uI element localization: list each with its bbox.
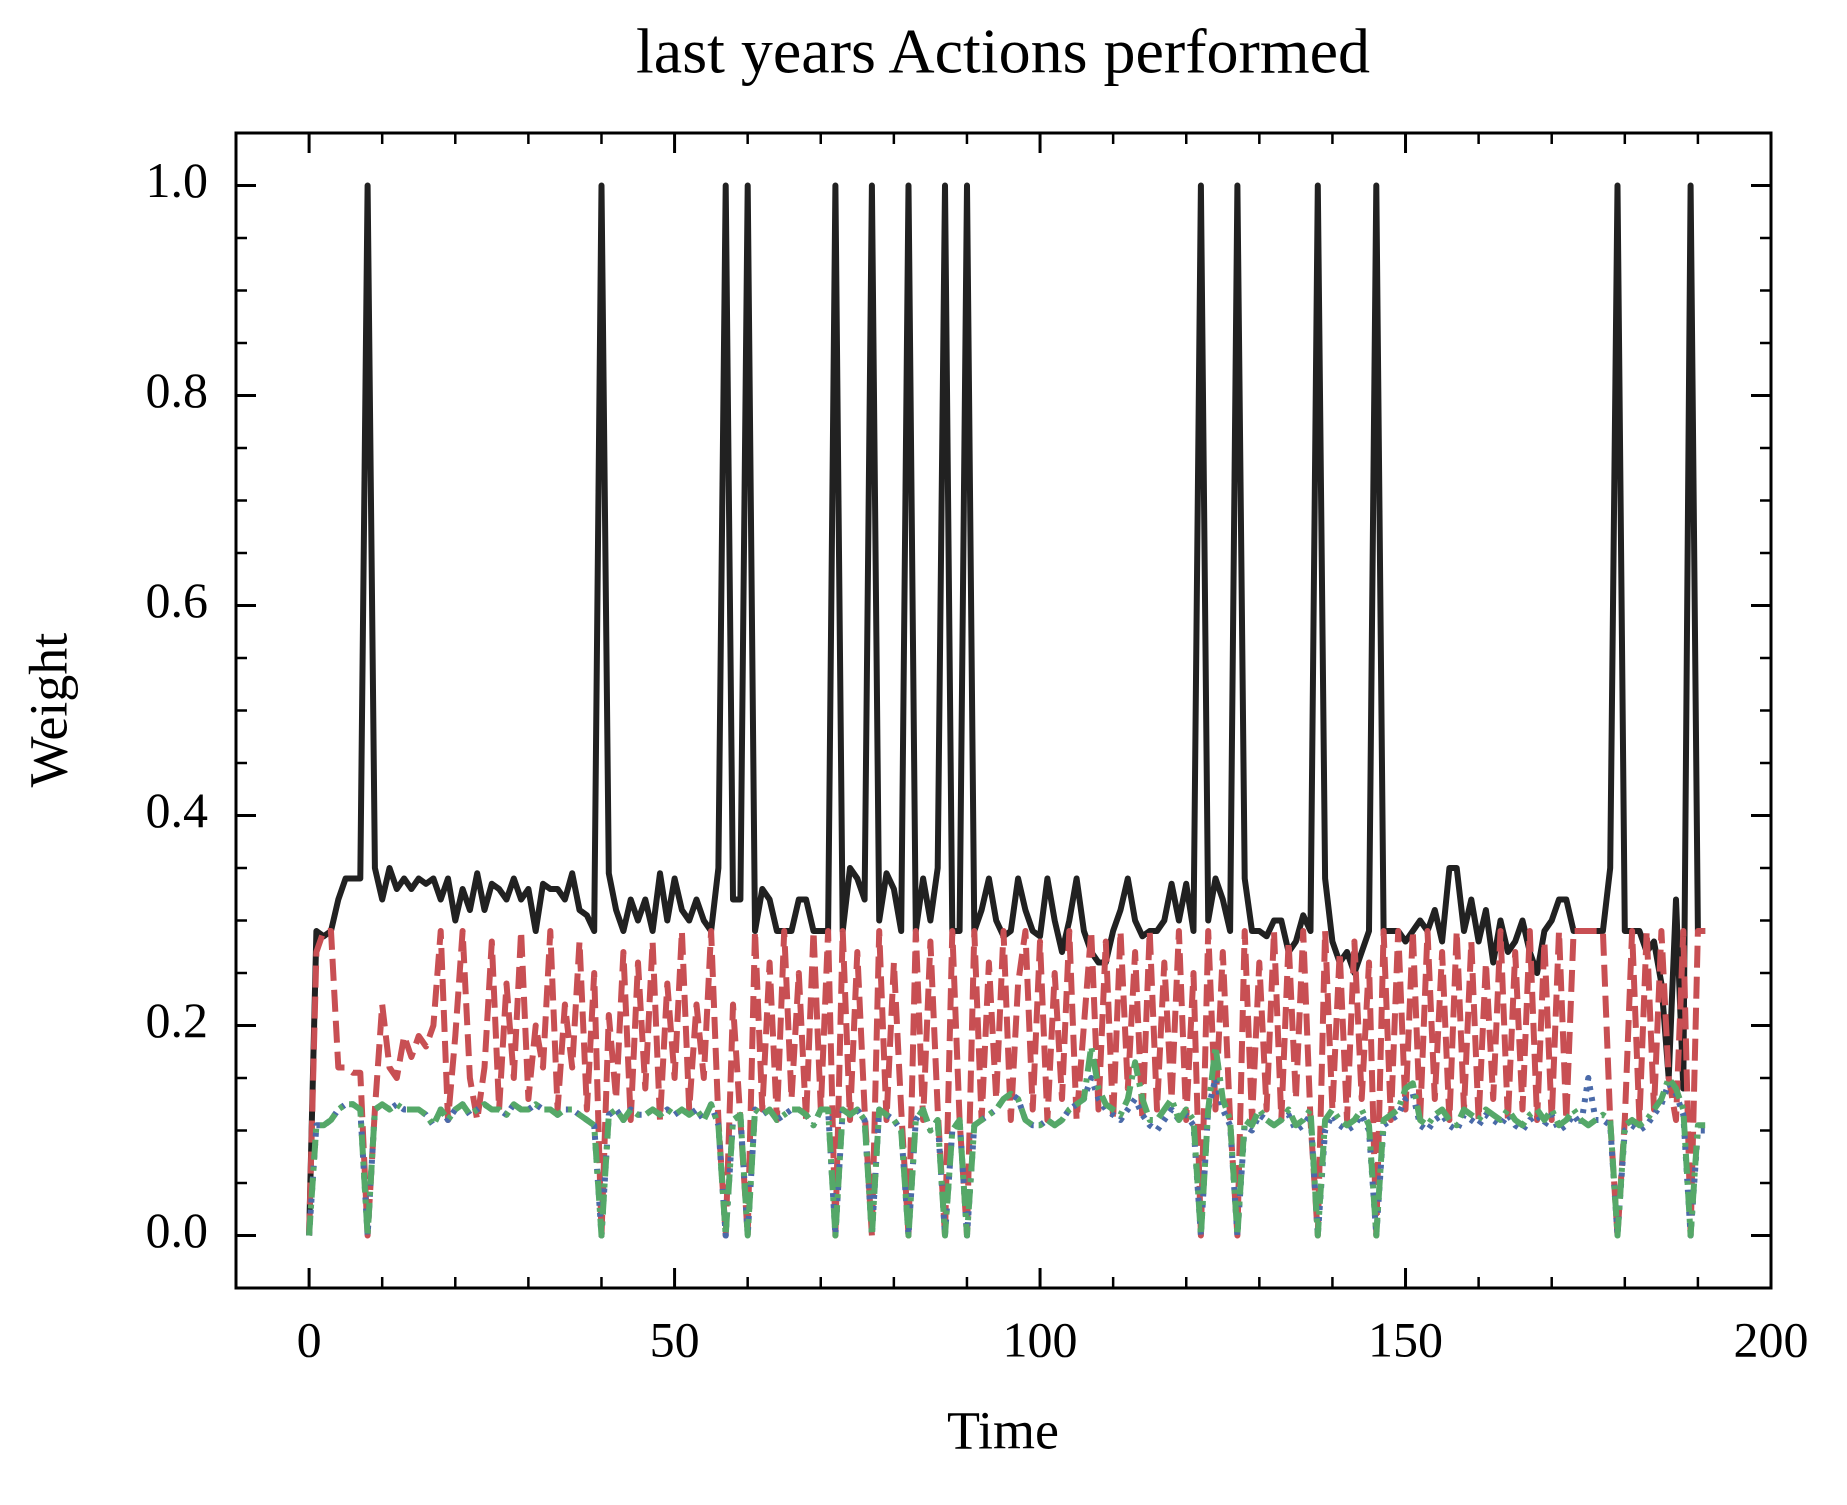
y-tick-label: 0.8: [146, 362, 209, 418]
x-tick-label: 0: [297, 1311, 322, 1367]
x-tick-label: 50: [650, 1311, 700, 1367]
x-tick-label: 150: [1368, 1311, 1443, 1367]
series-line: [306, 1043, 1706, 1239]
y-tick-label: 0.6: [146, 572, 209, 628]
series-line: [306, 928, 1706, 1239]
series-line: [306, 182, 1706, 1236]
y-tick-label: 1.0: [146, 152, 209, 208]
x-axis-label: Time: [947, 1400, 1059, 1460]
series-line: [306, 1075, 1706, 1239]
chart-title: last years Actions performed: [636, 16, 1370, 87]
y-axis-label: Weight: [18, 633, 78, 788]
x-tick-label: 200: [1734, 1311, 1809, 1367]
y-tick-label: 0.0: [146, 1202, 209, 1258]
x-tick-label: 100: [1003, 1311, 1078, 1367]
y-tick-label: 0.4: [146, 782, 209, 838]
y-tick-label: 0.2: [146, 992, 209, 1048]
